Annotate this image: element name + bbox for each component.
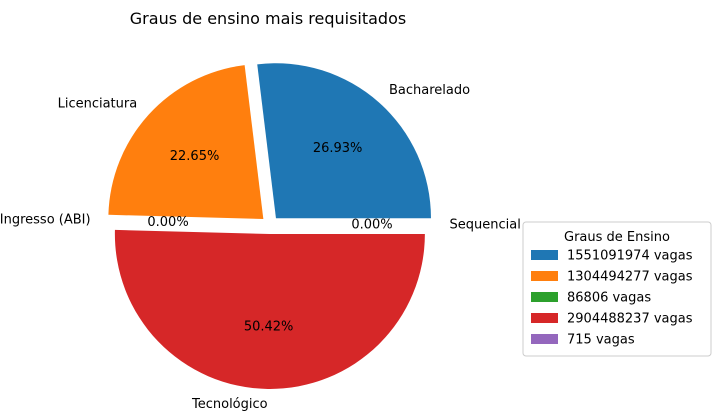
legend-entry-area-basica-de-ingresso-abi: 86806 vagas (567, 291, 651, 306)
chart-title: Graus de ensino mais requisitados (130, 9, 406, 28)
category-label-sequencial: Sequencial (450, 218, 521, 233)
category-label-bacharelado: Bacharelado (389, 83, 470, 98)
pie-slice-tecnologico (114, 229, 425, 389)
percent-label-area-basica-de-ingresso-abi: 0.00% (147, 215, 188, 230)
percent-label-bacharelado: 26.93% (313, 141, 363, 156)
legend-entry-bacharelado: 1551091974 vagas (567, 249, 693, 264)
pie-slices (106, 63, 434, 389)
category-label-tecnologico: Tecnológico (191, 397, 268, 412)
legend-swatch-tecnologico (531, 313, 558, 323)
percent-label-licenciatura: 22.65% (170, 149, 220, 164)
legend-frame (522, 221, 712, 357)
category-label-licenciatura: Licenciatura (58, 97, 138, 112)
legend-entry-tecnologico: 2904488237 vagas (567, 312, 693, 327)
percent-labels: 26.93% 22.65% 0.00% 50.42% 0.00% (147, 141, 392, 334)
category-label-area-basica-de-ingresso-abi: Área Básica de Ingresso (ABI) (0, 212, 91, 228)
legend-entry-licenciatura: 1304494277 vagas (567, 270, 693, 285)
legend-title: Graus de Ensino (564, 230, 670, 245)
percent-label-sequencial: 0.00% (351, 218, 392, 233)
legend: Graus de Ensino 1551091974 vagas 13044942… (522, 221, 712, 357)
legend-entry-sequencial: 715 vagas (567, 333, 635, 348)
category-labels: Bacharelado Licenciatura Área Básica de In… (0, 83, 521, 412)
pie-slice-bacharelado (257, 63, 431, 219)
pie-slice-licenciatura (108, 65, 264, 219)
legend-swatch-licenciatura (531, 271, 558, 281)
legend-items: 1551091974 vagas 1304494277 vagas 86806 va… (531, 249, 693, 348)
pie-slice-area-basica-de-ingresso-abi (106, 220, 262, 225)
legend-swatch-sequencial (531, 334, 558, 344)
legend-swatch-bacharelado (531, 250, 558, 260)
percent-label-tecnologico: 50.42% (244, 319, 294, 334)
legend-swatch-area-basica-de-ingresso-abi (531, 292, 558, 302)
